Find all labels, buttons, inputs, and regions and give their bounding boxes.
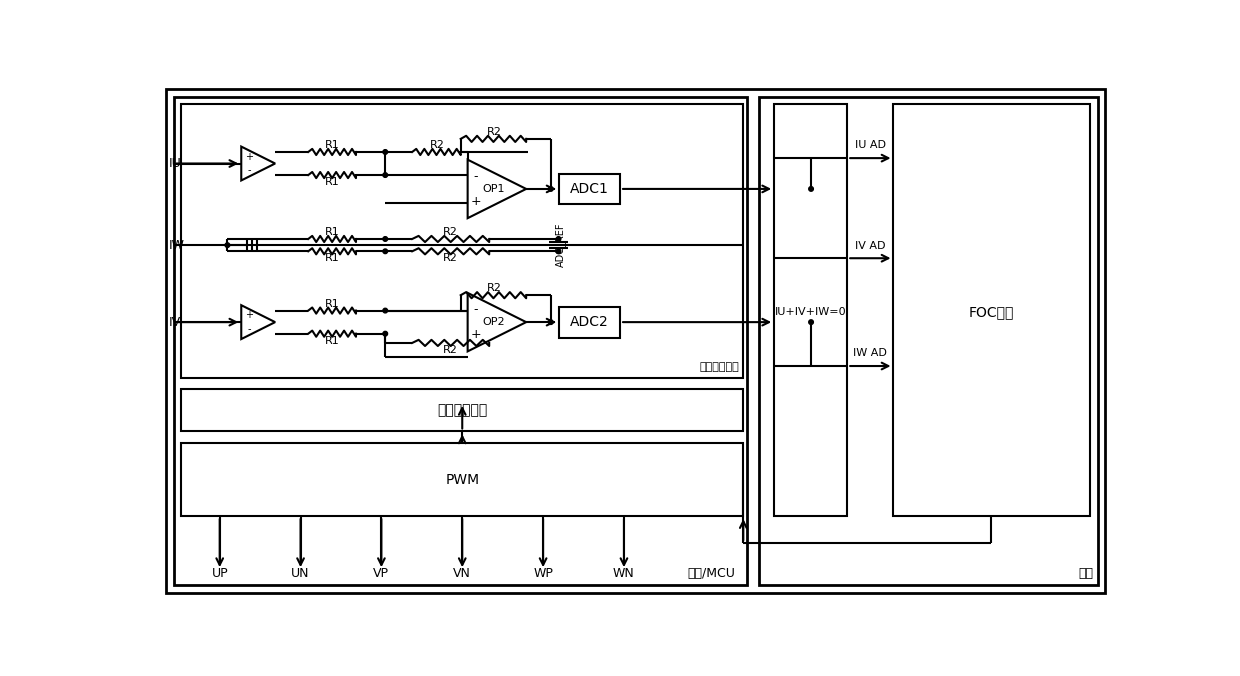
Circle shape: [548, 187, 553, 191]
Bar: [181, 104, 743, 378]
Bar: [774, 104, 847, 516]
Polygon shape: [242, 147, 275, 180]
Text: R2: R2: [443, 345, 458, 355]
Text: 软件: 软件: [1079, 567, 1094, 580]
Circle shape: [548, 320, 553, 324]
Circle shape: [383, 331, 388, 336]
Text: ADC_REF: ADC_REF: [554, 223, 565, 268]
Bar: [181, 443, 743, 516]
Bar: [558, 174, 620, 204]
Text: IU AD: IU AD: [854, 141, 885, 151]
Text: VN: VN: [454, 567, 471, 580]
Bar: [894, 104, 1090, 516]
Circle shape: [557, 237, 560, 241]
Circle shape: [383, 249, 388, 254]
Circle shape: [808, 187, 813, 191]
Text: R2: R2: [443, 227, 458, 237]
Bar: [181, 389, 743, 431]
Polygon shape: [242, 305, 275, 339]
Circle shape: [557, 249, 560, 254]
Bar: [558, 307, 620, 337]
Text: WP: WP: [533, 567, 553, 580]
Text: 偏置放大电路: 偏置放大电路: [699, 362, 739, 372]
Text: OP2: OP2: [482, 317, 505, 327]
Text: -: -: [247, 166, 250, 175]
Text: WN: WN: [613, 567, 635, 580]
Text: R1: R1: [325, 177, 340, 187]
Text: UN: UN: [291, 567, 310, 580]
Text: R1: R1: [325, 227, 340, 237]
Text: 硬件/MCU: 硬件/MCU: [688, 567, 735, 580]
Bar: [174, 97, 748, 585]
Text: R2: R2: [429, 140, 444, 150]
Polygon shape: [467, 160, 526, 218]
Text: VP: VP: [373, 567, 389, 580]
Text: IW: IW: [169, 239, 185, 251]
Text: IU+IV+IW=0: IU+IV+IW=0: [775, 307, 847, 317]
Text: -: -: [474, 170, 479, 183]
Text: R2: R2: [486, 127, 501, 137]
Text: R1: R1: [325, 140, 340, 150]
Circle shape: [383, 308, 388, 313]
Circle shape: [808, 320, 813, 324]
Text: R2: R2: [486, 283, 501, 293]
Text: PWM: PWM: [445, 473, 480, 487]
Text: FOC算法: FOC算法: [968, 305, 1014, 319]
Text: IV: IV: [169, 316, 181, 329]
Text: IU: IU: [169, 157, 181, 170]
Text: ADC2: ADC2: [570, 315, 609, 329]
Text: +: +: [244, 310, 253, 320]
Bar: [759, 97, 1097, 585]
Text: 硬件加速模块: 硬件加速模块: [438, 404, 487, 418]
Circle shape: [383, 149, 388, 154]
Text: +: +: [470, 328, 481, 341]
Circle shape: [383, 237, 388, 241]
Text: -: -: [247, 324, 250, 334]
Text: R2: R2: [443, 254, 458, 263]
Circle shape: [383, 173, 388, 177]
Polygon shape: [467, 293, 526, 352]
Text: ADC1: ADC1: [570, 182, 609, 196]
Text: -: -: [474, 304, 479, 316]
Text: R1: R1: [325, 299, 340, 309]
Text: +: +: [470, 195, 481, 208]
Circle shape: [226, 243, 229, 247]
Text: R1: R1: [325, 254, 340, 263]
Text: IW AD: IW AD: [853, 348, 888, 358]
Text: +: +: [244, 151, 253, 162]
Text: R1: R1: [325, 335, 340, 345]
Text: OP1: OP1: [482, 184, 505, 194]
Text: IV AD: IV AD: [856, 241, 885, 251]
Text: UP: UP: [211, 567, 228, 580]
